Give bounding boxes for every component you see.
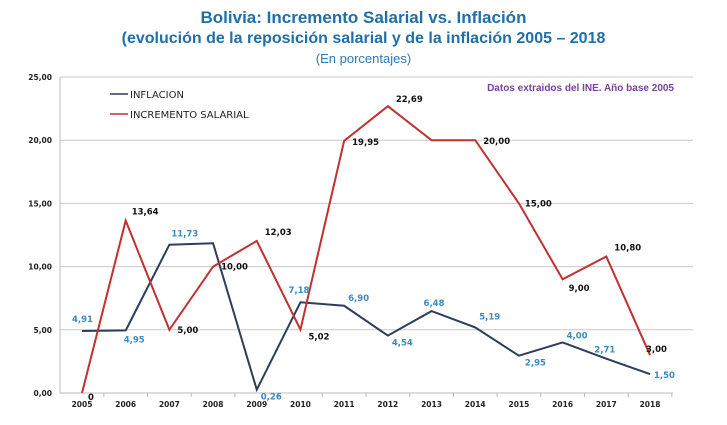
legend-label-inflacion: INFLACION <box>130 90 184 101</box>
data-label: 6,90 <box>348 294 369 304</box>
data-label: 3,00 <box>646 345 667 355</box>
data-label: 6,48 <box>424 299 445 309</box>
data-label: 10,00 <box>221 263 248 273</box>
legend-label-incremento-salarial: INCREMENTO SALARIAL <box>130 110 249 121</box>
data-label: 10,80 <box>614 243 641 253</box>
data-label: 4,91 <box>72 315 93 325</box>
data-label: 9,00 <box>569 284 590 294</box>
series-line-inflacion <box>81 242 651 393</box>
series-line-incremento-salarial <box>81 104 651 394</box>
x-tick-label: 2013 <box>421 400 442 409</box>
data-label: 13,64 <box>132 208 159 218</box>
x-tick-label: 2016 <box>552 400 573 409</box>
data-label: 5,19 <box>479 312 500 322</box>
x-tick-label: 2010 <box>290 400 311 409</box>
x-tick-label: 2006 <box>115 400 136 409</box>
data-label: 20,00 <box>483 137 510 147</box>
chart-title: Bolivia: Incremento Salarial vs. Inflaci… <box>200 8 527 27</box>
data-label: 4,95 <box>124 335 145 345</box>
data-label: 5,02 <box>308 333 329 343</box>
y-tick-label: 20,00 <box>28 136 52 145</box>
chart-subtitle: (evolución de la reposición salarial y d… <box>121 30 606 47</box>
x-tick-label: 2015 <box>508 400 529 409</box>
data-label: 2,71 <box>594 346 615 356</box>
source-note: Datos extraidos del INE. Año base 2005 <box>487 83 674 94</box>
x-tick-label: 2018 <box>640 400 661 409</box>
x-tick-label: 2014 <box>465 400 486 409</box>
data-label: 0 <box>88 393 94 403</box>
data-label: 11,73 <box>171 230 198 240</box>
y-tick-label: 10,00 <box>28 263 52 272</box>
data-label: 15,00 <box>525 199 552 209</box>
x-tick-label: 2012 <box>377 400 398 409</box>
x-tick-label: 2005 <box>72 400 93 409</box>
data-label: 7,18 <box>288 286 309 296</box>
data-label: 12,03 <box>265 228 292 238</box>
x-tick-label: 2008 <box>203 400 224 409</box>
data-label: 2,95 <box>525 359 546 369</box>
data-label: 1,50 <box>654 371 675 381</box>
y-tick-label: 5,00 <box>33 326 52 335</box>
chart-units: (En porcentajes) <box>315 51 412 66</box>
data-label: 4,00 <box>567 331 588 341</box>
data-label: 0,26 <box>261 393 282 403</box>
y-tick-label: 25,00 <box>28 73 52 82</box>
data-label: 5,00 <box>177 326 198 336</box>
x-tick-label: 2011 <box>334 400 355 409</box>
x-tick-label: 2009 <box>246 400 267 409</box>
data-label: 4,54 <box>392 339 413 349</box>
y-tick-label: 0,00 <box>33 389 52 398</box>
x-tick-label: 2007 <box>159 400 180 409</box>
data-label: 22,69 <box>396 95 423 105</box>
x-tick-label: 2017 <box>596 400 617 409</box>
y-tick-label: 15,00 <box>28 199 52 208</box>
data-label: 19,95 <box>352 138 379 148</box>
